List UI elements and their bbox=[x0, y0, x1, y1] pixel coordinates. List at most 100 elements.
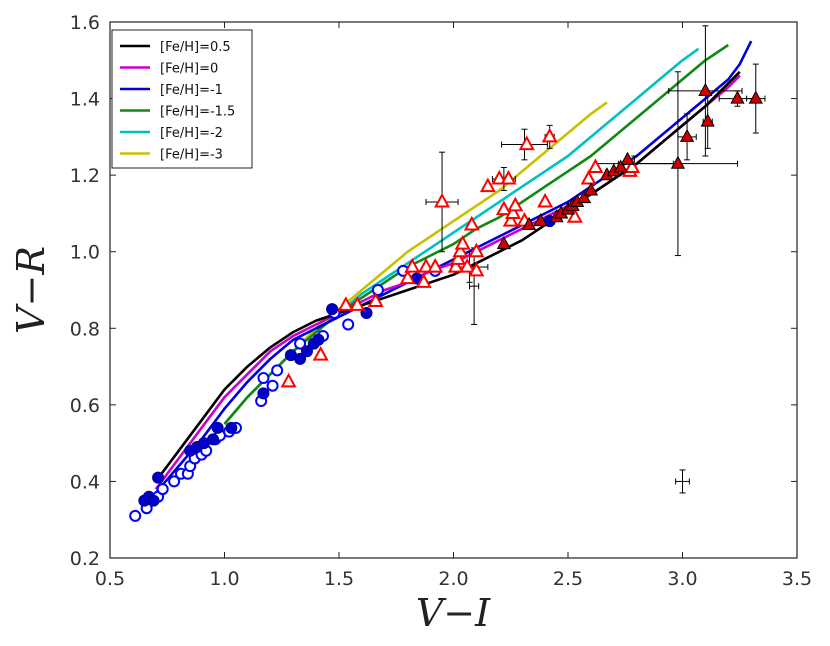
red-filled-triangle-point bbox=[583, 182, 599, 196]
blue-filled-circle-point bbox=[225, 421, 238, 434]
legend-label: [Fe/H]=-3 bbox=[160, 148, 223, 163]
blue-open-circle-point bbox=[342, 318, 355, 331]
blue-open-circle-point bbox=[266, 379, 279, 392]
y-tick-label: 1.6 bbox=[70, 12, 100, 34]
y-tick-label: 0.4 bbox=[70, 471, 100, 493]
series-line bbox=[154, 70, 741, 483]
legend-label: [Fe/H]=-2 bbox=[160, 126, 223, 141]
legend-entry: [Fe/H]=0.5 bbox=[120, 40, 231, 55]
red-open-triangle-point bbox=[500, 169, 517, 185]
red-open-triangle-point bbox=[459, 257, 476, 273]
red-open-triangle-point bbox=[349, 296, 366, 311]
red-open-triangle-point bbox=[450, 250, 467, 265]
legend-entry: [Fe/H]=0 bbox=[120, 62, 218, 77]
red-open-triangle-point bbox=[468, 261, 485, 277]
red-open-triangle-point bbox=[495, 200, 512, 216]
red-open-triangle-point bbox=[468, 242, 485, 258]
red-open-triangle-point bbox=[463, 215, 480, 231]
red-open-triangle-point bbox=[624, 158, 641, 174]
blue-filled-circle-point bbox=[326, 303, 339, 316]
legend-label: [Fe/H]=0 bbox=[160, 62, 218, 77]
y-tick-label: 1.0 bbox=[70, 242, 100, 264]
blue-filled-circle-point bbox=[300, 345, 313, 358]
x-tick-label: 1.0 bbox=[209, 568, 239, 590]
x-axis-label: V−I bbox=[416, 591, 491, 635]
red-open-triangle-point bbox=[505, 204, 522, 219]
red-filled-triangle-point bbox=[620, 151, 635, 165]
blue-filled-circle-point bbox=[147, 494, 160, 507]
x-tick-label: 1.5 bbox=[324, 568, 354, 590]
legend-entry: [Fe/H]=-2 bbox=[120, 126, 223, 141]
legend-label: [Fe/H]=0.5 bbox=[160, 40, 231, 55]
blue-open-circle-point bbox=[271, 364, 284, 377]
red-filled-triangle-point bbox=[698, 82, 713, 96]
blue-filled-circle-point bbox=[312, 333, 325, 346]
red-open-triangle-point bbox=[367, 292, 384, 308]
red-open-triangle-point bbox=[434, 192, 451, 208]
red-open-triangle-point bbox=[415, 273, 432, 288]
legend-label: [Fe/H]=-1 bbox=[160, 83, 223, 98]
red-open-triangle-point bbox=[507, 196, 524, 212]
red-filled-triangle-point bbox=[521, 216, 537, 230]
red-filled-triangle-point bbox=[533, 213, 548, 227]
blue-filled-circle-point bbox=[257, 387, 270, 400]
red-open-triangle-point bbox=[518, 135, 535, 151]
red-open-triangle-point bbox=[454, 234, 471, 250]
red-filled-triangle-point bbox=[496, 236, 512, 250]
red-filled-triangle-point bbox=[730, 90, 745, 104]
red-open-triangle-point bbox=[502, 211, 519, 227]
x-tick-label: 3.0 bbox=[667, 568, 697, 590]
legend: [Fe/H]=0.5 [Fe/H]=0 [Fe/H]=-1 [Fe/H]=-1.5 [F… bbox=[111, 29, 253, 169]
tick-labels: 0.5 1.0 1.5 2.0 2.5 3.0 3.5 0.2 0.4 0.6 0.8 1.0 1.2 1… bbox=[70, 12, 812, 590]
y-axis-label: V−R bbox=[9, 246, 53, 334]
red-open-triangle-point bbox=[537, 192, 554, 208]
red-open-triangle-point bbox=[491, 169, 508, 185]
legend-entry: [Fe/H]=-1 bbox=[120, 83, 223, 98]
legend-entry: [Fe/H]=-3 bbox=[120, 148, 223, 163]
blue-filled-circle-point bbox=[207, 433, 220, 446]
data-points bbox=[129, 82, 763, 522]
legend-box bbox=[111, 29, 253, 169]
red-open-triangle-point bbox=[541, 127, 558, 143]
red-open-triangle-point bbox=[452, 242, 469, 258]
x-tick-label: 0.5 bbox=[95, 568, 125, 590]
red-open-triangle-point bbox=[404, 257, 421, 273]
blue-open-circle-point bbox=[168, 475, 181, 488]
plot-frame bbox=[109, 21, 798, 559]
y-tick-label: 1.4 bbox=[70, 89, 100, 111]
red-filled-triangle-point bbox=[679, 128, 695, 142]
error-bar bbox=[675, 469, 690, 494]
red-open-triangle-point bbox=[587, 158, 604, 174]
blue-open-circle-point bbox=[294, 337, 307, 350]
blue-filled-circle-point bbox=[294, 352, 307, 365]
legend-entry: [Fe/H]=-1.5 bbox=[120, 105, 235, 120]
blue-open-circle-point bbox=[371, 284, 384, 296]
red-filled-triangle-point bbox=[748, 90, 763, 104]
red-filled-triangle-point bbox=[576, 190, 592, 204]
red-open-triangle-point bbox=[479, 177, 496, 193]
x-tick-label: 2.5 bbox=[553, 568, 583, 590]
red-open-triangle-point bbox=[337, 296, 354, 311]
red-open-triangle-point bbox=[280, 372, 297, 388]
y-tick-label: 0.8 bbox=[70, 318, 100, 340]
red-open-triangle-point bbox=[427, 257, 444, 273]
x-tick-label: 3.5 bbox=[782, 568, 812, 590]
red-open-triangle-point bbox=[566, 208, 583, 223]
y-tick-label: 1.2 bbox=[70, 165, 100, 187]
red-filled-triangle-point bbox=[700, 113, 715, 127]
blue-open-circle-point bbox=[129, 509, 142, 522]
red-open-triangle-point bbox=[580, 169, 597, 185]
y-tick-label: 0.6 bbox=[70, 395, 100, 417]
red-filled-triangle-point bbox=[613, 159, 628, 173]
red-open-triangle-point bbox=[399, 269, 416, 285]
blue-filled-circle-point bbox=[152, 471, 165, 484]
red-filled-triangle-point bbox=[670, 155, 686, 169]
blue-open-circle-point bbox=[257, 372, 270, 385]
legend-label: [Fe/H]=-1.5 bbox=[160, 105, 235, 120]
x-tick-label: 2.0 bbox=[438, 568, 468, 590]
red-open-triangle-point bbox=[447, 257, 464, 273]
y-tick-label: 0.2 bbox=[70, 548, 100, 570]
red-open-triangle-point bbox=[418, 257, 435, 273]
blue-filled-circle-point bbox=[211, 421, 224, 434]
